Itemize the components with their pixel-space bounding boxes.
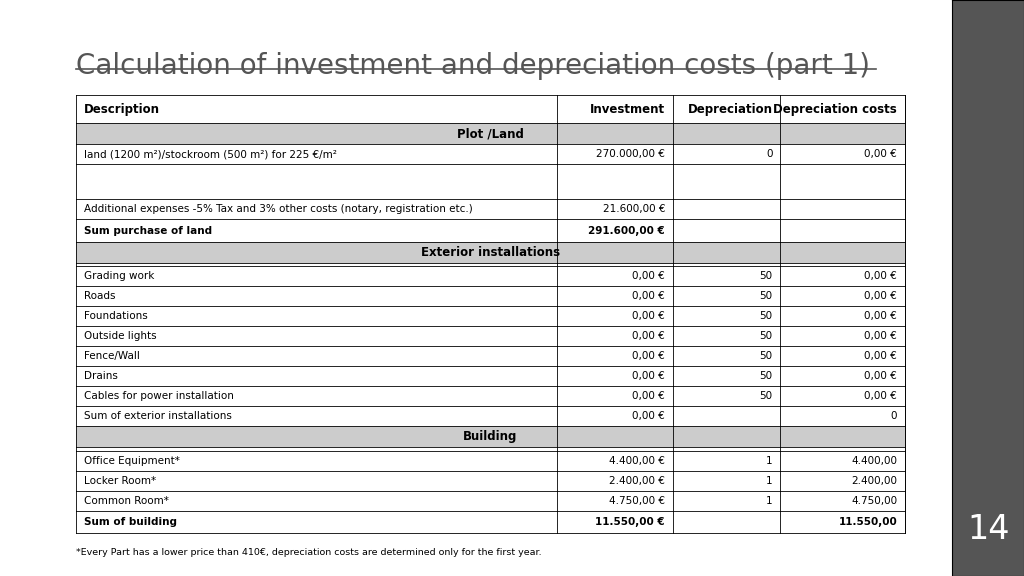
- Text: 11.550,00 €: 11.550,00 €: [596, 517, 666, 526]
- Text: 0,00 €: 0,00 €: [864, 149, 897, 160]
- Bar: [76, 306, 905, 326]
- Text: Common Room*: Common Room*: [84, 495, 169, 506]
- Text: Roads: Roads: [84, 291, 116, 301]
- Text: 0,00 €: 0,00 €: [864, 391, 897, 401]
- Text: Fence/Wall: Fence/Wall: [84, 351, 139, 361]
- Text: 1: 1: [766, 456, 773, 465]
- Text: 50: 50: [760, 271, 773, 281]
- Bar: [76, 366, 905, 386]
- Text: Drains: Drains: [84, 371, 118, 381]
- Text: Description: Description: [84, 103, 160, 116]
- Text: 0,00 €: 0,00 €: [633, 311, 666, 321]
- Text: Sum of exterior installations: Sum of exterior installations: [84, 411, 231, 421]
- Text: 0,00 €: 0,00 €: [633, 351, 666, 361]
- Text: Foundations: Foundations: [84, 311, 147, 321]
- Text: 0,00 €: 0,00 €: [633, 371, 666, 381]
- Text: Additional expenses -5% Tax and 3% other costs (notary, registration etc.): Additional expenses -5% Tax and 3% other…: [84, 204, 472, 214]
- Bar: [76, 386, 905, 406]
- Text: 50: 50: [760, 331, 773, 341]
- Text: 0,00 €: 0,00 €: [633, 291, 666, 301]
- Bar: [76, 123, 905, 145]
- Text: 4.750,00: 4.750,00: [851, 495, 897, 506]
- Bar: [76, 426, 905, 447]
- Bar: [76, 286, 905, 306]
- Text: Plot /Land: Plot /Land: [457, 127, 524, 141]
- Text: 11.550,00: 11.550,00: [839, 517, 897, 526]
- Text: 4.750,00 €: 4.750,00 €: [609, 495, 666, 506]
- Text: Sum of building: Sum of building: [84, 517, 177, 526]
- Text: Cables for power installation: Cables for power installation: [84, 391, 233, 401]
- Text: 1: 1: [766, 495, 773, 506]
- Text: 0,00 €: 0,00 €: [633, 271, 666, 281]
- Text: 0,00 €: 0,00 €: [864, 331, 897, 341]
- Bar: [76, 199, 905, 219]
- Bar: [76, 447, 905, 450]
- Bar: [76, 471, 905, 491]
- Text: 0,00 €: 0,00 €: [633, 411, 666, 421]
- Text: 50: 50: [760, 391, 773, 401]
- Bar: [76, 510, 905, 533]
- Bar: [76, 406, 905, 426]
- Text: 270.000,00 €: 270.000,00 €: [596, 149, 666, 160]
- Text: 50: 50: [760, 371, 773, 381]
- Text: 0,00 €: 0,00 €: [864, 311, 897, 321]
- Text: 50: 50: [760, 291, 773, 301]
- Text: Grading work: Grading work: [84, 271, 155, 281]
- Text: Calculation of investment and depreciation costs (part 1): Calculation of investment and depreciati…: [76, 52, 870, 80]
- Text: 2.400,00: 2.400,00: [851, 476, 897, 486]
- Text: 0,00 €: 0,00 €: [864, 271, 897, 281]
- Text: 50: 50: [760, 351, 773, 361]
- Text: land (1200 m²)/stockroom (500 m²) for 225 €/m²: land (1200 m²)/stockroom (500 m²) for 22…: [84, 149, 337, 160]
- Text: Depreciation costs: Depreciation costs: [773, 103, 897, 116]
- Bar: [76, 219, 905, 242]
- Bar: [76, 95, 905, 123]
- Bar: [76, 263, 905, 266]
- Text: Depreciation: Depreciation: [688, 103, 773, 116]
- Bar: [76, 266, 905, 286]
- Bar: [76, 326, 905, 346]
- Text: 291.600,00 €: 291.600,00 €: [589, 226, 666, 236]
- Text: 21.600,00 €: 21.600,00 €: [602, 204, 666, 214]
- Text: 4.400,00: 4.400,00: [851, 456, 897, 465]
- Text: Office Equipment*: Office Equipment*: [84, 456, 179, 465]
- Text: 0,00 €: 0,00 €: [633, 331, 666, 341]
- Text: 4.400,00 €: 4.400,00 €: [609, 456, 666, 465]
- Text: 0: 0: [766, 149, 773, 160]
- Text: 0,00 €: 0,00 €: [864, 291, 897, 301]
- Text: 0,00 €: 0,00 €: [864, 371, 897, 381]
- Text: *Every Part has a lower price than 410€, depreciation costs are determined only : *Every Part has a lower price than 410€,…: [76, 548, 542, 558]
- Text: 0,00 €: 0,00 €: [633, 391, 666, 401]
- Text: Outside lights: Outside lights: [84, 331, 157, 341]
- Bar: [76, 145, 905, 164]
- Bar: [76, 346, 905, 366]
- Text: Investment: Investment: [590, 103, 666, 116]
- Text: Sum purchase of land: Sum purchase of land: [84, 226, 212, 236]
- Text: Exterior installations: Exterior installations: [421, 246, 560, 259]
- Text: 0: 0: [891, 411, 897, 421]
- Text: 14: 14: [967, 513, 1010, 547]
- Text: Locker Room*: Locker Room*: [84, 476, 156, 486]
- Bar: [76, 242, 905, 263]
- Text: Building: Building: [463, 430, 518, 443]
- Text: 50: 50: [760, 311, 773, 321]
- Bar: [76, 450, 905, 471]
- Text: 1: 1: [766, 476, 773, 486]
- Text: 0,00 €: 0,00 €: [864, 351, 897, 361]
- Text: 2.400,00 €: 2.400,00 €: [609, 476, 666, 486]
- Bar: [76, 164, 905, 199]
- Bar: [76, 491, 905, 510]
